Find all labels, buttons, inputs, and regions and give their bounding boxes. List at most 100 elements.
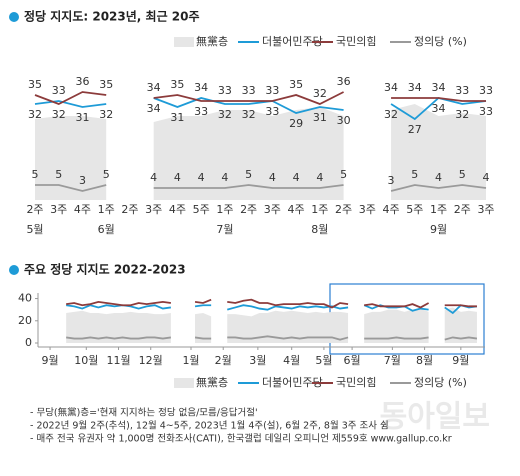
x-tick-label: 4주 [382, 203, 399, 216]
value-label: 32 [384, 108, 398, 121]
x-tick-label: 6월 [344, 354, 361, 367]
y-tick-label: 20 [18, 314, 32, 327]
x-tick-label: 1주 [216, 203, 233, 216]
value-label: 33 [479, 84, 493, 97]
x-tick-label: 7월 [384, 354, 401, 367]
x-tick-label: 9월 [41, 354, 58, 367]
x-tick-label: 4주 [288, 203, 305, 216]
y-tick-label: 0 [25, 336, 32, 349]
value-label: 4 [174, 171, 181, 184]
value-label: 31 [75, 111, 89, 124]
x-tick-label: 5월 [315, 354, 332, 367]
x-tick-label: 2주 [335, 203, 352, 216]
value-label: 33 [455, 84, 469, 97]
value-label: 33 [265, 84, 279, 97]
value-label: 32 [242, 108, 256, 121]
month-label: 5월 [26, 223, 43, 236]
value-label: 33 [479, 105, 493, 118]
x-tick-label: 5주 [406, 203, 423, 216]
x-tick-label: 1주 [430, 203, 447, 216]
value-label: 3 [79, 174, 86, 187]
value-label: 34 [147, 102, 161, 115]
x-tick-label: 11월 [106, 354, 130, 367]
value-label: 34 [384, 81, 398, 94]
value-label: 32 [218, 108, 232, 121]
y-tick-label: 40 [18, 292, 32, 305]
x-tick-label: 2주 [454, 203, 471, 216]
legend-label: 더불어민주당 [262, 35, 323, 48]
value-label: 34 [408, 81, 422, 94]
note: - 무당(無黨)층='현재 지지하는 정당 없음/모름/응답거절' [30, 407, 258, 419]
legend-label: 더불어민주당 [262, 376, 323, 389]
legend-label: 정의당 (%) [414, 376, 467, 389]
chart-title: 정당 지지도: 2023년, 최근 20주 [24, 9, 200, 24]
value-label: 4 [198, 171, 205, 184]
legend-label: 無黨층 [196, 375, 228, 389]
value-label: 35 [28, 78, 42, 91]
value-label: 31 [170, 111, 184, 124]
x-tick-label: 1주 [311, 203, 328, 216]
value-label: 31 [313, 111, 327, 124]
value-label: 5 [459, 168, 466, 181]
value-label: 33 [242, 84, 256, 97]
value-label: 4 [316, 171, 323, 184]
line [66, 304, 478, 315]
x-tick-label: 1주 [98, 203, 115, 216]
value-label: 32 [52, 108, 66, 121]
value-label: 4 [221, 171, 228, 184]
watermark: 동아일보 [380, 400, 490, 435]
value-label: 35 [289, 78, 303, 91]
month-label: 8월 [311, 223, 328, 236]
x-tick-label: 3주 [359, 203, 376, 216]
legend-label: 국민의힘 [336, 35, 376, 48]
x-tick-label: 2주 [240, 203, 257, 216]
value-label: 4 [150, 171, 157, 184]
line [35, 184, 487, 192]
month-label: 7월 [216, 223, 233, 236]
line [66, 335, 478, 341]
x-tick-label: 4주 [169, 203, 186, 216]
line [66, 298, 477, 309]
value-label: 34 [432, 102, 446, 115]
x-tick-label: 4월 [283, 354, 300, 367]
title-bullet [9, 12, 19, 22]
value-label: 5 [55, 168, 62, 181]
legend-swatch [174, 37, 194, 47]
value-label: 29 [289, 117, 303, 130]
line [34, 91, 486, 105]
x-tick-label: 10월 [74, 354, 98, 367]
x-tick-label: 2월 [215, 354, 232, 367]
legend-label: 국민의힘 [336, 376, 376, 389]
value-label: 4 [293, 171, 300, 184]
value-label: 5 [103, 168, 110, 181]
value-label: 5 [245, 168, 252, 181]
value-label: 27 [408, 123, 422, 136]
x-tick-label: 3월 [249, 354, 266, 367]
value-label: 33 [194, 105, 208, 118]
value-label: 4 [269, 171, 276, 184]
x-tick-label: 3주 [264, 203, 281, 216]
value-label: 36 [337, 75, 351, 88]
value-label: 5 [32, 168, 39, 181]
value-label: 5 [340, 168, 347, 181]
legend-swatch [174, 378, 194, 388]
value-label: 32 [99, 108, 113, 121]
value-label: 35 [99, 78, 113, 91]
value-label: 3 [388, 174, 395, 187]
value-label: 33 [52, 84, 66, 97]
x-tick-label: 3주 [145, 203, 162, 216]
value-label: 34 [147, 81, 161, 94]
value-label: 34 [432, 81, 446, 94]
area [50, 307, 477, 343]
value-label: 30 [337, 114, 351, 127]
legend-label: 정의당 (%) [414, 35, 467, 48]
value-label: 33 [265, 105, 279, 118]
legend-label: 無黨층 [196, 34, 228, 48]
value-label: 4 [435, 171, 442, 184]
x-tick-label: 5주 [193, 203, 210, 216]
x-tick-label: 2주 [121, 203, 138, 216]
title-bullet [9, 265, 19, 275]
chart-title: 주요 정당 지지도 2022-2023 [24, 262, 186, 277]
value-label: 34 [194, 81, 208, 94]
